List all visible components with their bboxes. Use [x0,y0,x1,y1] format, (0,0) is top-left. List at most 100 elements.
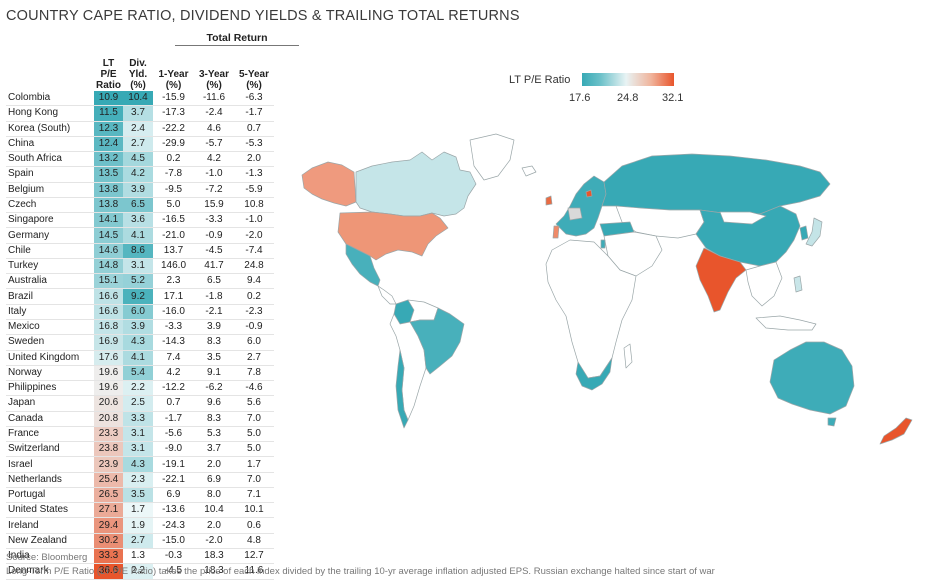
r3-cell: 9.6 [207,397,221,409]
table-row: New Zealand 30.2 2.7 -15.0 -2.0 4.8 [6,533,274,549]
r5-cell: 0.6 [247,519,261,531]
dy-cell: 4.3 [123,456,153,473]
country-cell: Canada [8,412,44,424]
map-region-india [695,247,747,313]
country-cell: Brazil [8,290,34,302]
pe-cell: 14.5 [94,227,123,244]
r1-cell: 146.0 [160,260,187,272]
r1-cell: 0.2 [166,153,181,165]
r1-cell: -19.1 [162,458,185,470]
map-region-central-america [377,285,397,305]
r5-cell: -5.9 [245,183,263,195]
pe-cell: 14.1 [94,212,123,228]
dy-cell: 3.9 [123,319,153,335]
country-cell: Czech [8,198,37,210]
pe-cell: 23.8 [94,441,123,457]
table-row: Netherlands 25.4 2.3 -22.1 6.9 7.0 [6,472,274,488]
country-cell: Israel [8,458,33,470]
r3-cell: 8.3 [207,336,221,348]
r3-header-line1: 3-Year [198,69,230,80]
r5-cell: -1.3 [245,168,263,180]
dy-cell: 1.3 [123,548,153,564]
table-row: Korea (South) 12.3 2.4 -22.2 4.6 0.7 [6,121,274,137]
map-region-new-zealand [879,417,913,445]
r1-cell: 2.3 [166,275,181,287]
r3-cell: -11.6 [202,92,226,104]
r1-cell: -1.7 [164,412,183,424]
r5-cell: 5.6 [247,397,261,409]
table-row: India 33.3 1.3 -0.3 18.3 12.7 [6,548,274,564]
r1-cell: -9.5 [164,183,183,195]
r1-cell: -15.9 [162,92,185,104]
pe-cell: 20.6 [94,395,123,412]
r3-cell: 6.9 [207,473,221,485]
dy-cell: 10.4 [123,91,153,106]
r1-cell: -3.3 [164,321,183,333]
r5-cell: -1.7 [245,107,263,119]
r3-cell: 2.0 [207,458,221,470]
r5-cell: 0.7 [247,122,261,134]
country-cell: Switzerland [8,443,60,455]
dy-cell: 3.7 [123,105,153,122]
map-region-chile [395,349,409,429]
country-cell: Italy [8,305,27,317]
r5-cell: -2.0 [245,229,263,241]
map-region-madagascar [623,343,633,369]
country-cell: Belgium [8,183,45,195]
pe-cell: 14.6 [94,243,123,259]
map-region-portugal [552,225,560,239]
r3-cell: -2.1 [205,305,223,317]
r3-cell: -0.9 [205,229,223,241]
map-region-europe [555,175,607,237]
table-row: Czech 13.8 6.5 5.0 15.9 10.8 [6,197,274,213]
dy-cell: 3.5 [123,487,153,503]
dy-cell: 6.0 [123,304,153,320]
r1-cell: -17.3 [162,107,185,119]
total-return-header: Total Return [175,32,299,46]
legend-min-label: 17.6 [569,92,591,104]
chart-title: COUNTRY CAPE RATIO, DIVIDEND YIELDS & TR… [6,8,520,24]
pe-cell: 19.6 [94,365,123,381]
table-row: Australia 15.1 5.2 2.3 6.5 9.4 [6,273,274,289]
r5-cell: 2.7 [247,351,261,363]
r1-cell: -7.8 [164,168,183,180]
r3-cell: -3.3 [205,214,223,226]
dy-cell: 9.2 [123,288,153,305]
country-cell: Colombia [8,92,51,104]
r1-cell: -24.3 [162,519,185,531]
table-row: China 12.4 2.7 -29.9 -5.7 -5.3 [6,136,274,152]
pe-cell: 23.9 [94,456,123,473]
pe-cell: 16.8 [94,319,123,335]
table-row: Colombia 10.9 10.4 -15.9 -11.6 -6.3 [6,91,274,106]
table-row: United States 27.1 1.7 -13.6 10.4 10.1 [6,502,274,518]
dy-cell: 1.9 [123,517,153,534]
pe-cell: 12.3 [94,121,123,137]
table-row: Mexico 16.8 3.9 -3.3 3.9 -0.9 [6,319,274,335]
country-cell: Chile [8,244,31,256]
r1-cell: 4.2 [166,366,181,378]
country-cell: Sweden [8,336,45,348]
r5-cell: 0.2 [247,290,261,302]
r1-cell: -14.3 [162,336,185,348]
dy-cell: 2.2 [123,563,153,579]
r5-cell: -1.0 [245,214,263,226]
r5-cell: 11.6 [244,565,264,577]
table-row: South Africa 13.2 4.5 0.2 4.2 2.0 [6,151,274,167]
r1-cell: -22.1 [162,473,185,485]
dy-cell: 2.7 [123,136,153,152]
dy-cell: 3.9 [123,182,153,198]
dy-column-header: Div. Yld. (%) [123,58,153,91]
pe-cell: 36.6 [94,563,123,579]
r1-column-header: 1-Year (%) [153,58,194,91]
r3-cell: 10.4 [204,504,224,516]
pe-cell: 12.4 [94,136,123,152]
table-row: France 23.3 3.1 -5.6 5.3 5.0 [6,426,274,442]
r3-cell: -1.8 [205,290,223,302]
legend-title: LT P/E Ratio [509,74,571,86]
r5-cell: 7.1 [247,489,261,501]
table-row: Belgium 13.8 3.9 -9.5 -7.2 -5.9 [6,182,274,198]
dy-cell: 3.1 [123,258,153,274]
r1-cell: -21.0 [162,229,185,241]
table-row: Turkey 14.8 3.1 146.0 41.7 24.8 [6,258,274,274]
r1-cell: -16.5 [162,214,185,226]
